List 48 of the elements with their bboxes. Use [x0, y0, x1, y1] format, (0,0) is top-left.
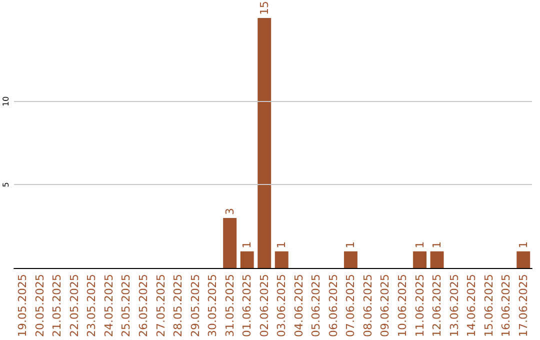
x-tick-label: 11.06.2025 [413, 274, 426, 338]
x-tick-label: 04.06.2025 [292, 274, 306, 338]
x-tick-label: 21.05.2025 [50, 274, 64, 338]
x-tick-label: 12.06.2025 [430, 274, 444, 338]
data-label: 1 [413, 241, 426, 248]
data-label: 15 [258, 1, 271, 15]
x-tick-label: 31.05.2025 [223, 274, 236, 338]
x-tick-label: 08.06.2025 [361, 274, 374, 338]
x-tick-label: 15.06.2025 [482, 274, 496, 338]
bar [274, 251, 288, 268]
data-label: 3 [223, 208, 236, 216]
x-tick-label: 13.06.2025 [448, 274, 461, 338]
data-label: 1 [516, 241, 530, 248]
x-tick-label: 29.05.2025 [188, 274, 202, 338]
data-label: 1 [275, 241, 288, 248]
data-label: 1 [240, 241, 254, 248]
bar [430, 251, 444, 268]
x-tick-label: 17.06.2025 [516, 274, 530, 338]
x-tick-label: 16.06.2025 [500, 274, 513, 338]
x-tick-label: 14.06.2025 [465, 274, 478, 338]
x-tick-label: 07.06.2025 [344, 274, 358, 338]
x-tick-label: 28.05.2025 [172, 274, 185, 338]
x-tick-label: 06.06.2025 [326, 274, 340, 338]
bar [223, 218, 237, 268]
data-label: 1 [430, 241, 444, 248]
bar [258, 18, 272, 268]
x-tick-label: 03.06.2025 [275, 274, 288, 338]
x-tick-label: 20.05.2025 [33, 274, 46, 338]
bar [240, 251, 254, 268]
x-tick-label: 27.05.2025 [154, 274, 168, 338]
x-tick-label: 24.05.2025 [102, 274, 116, 338]
bar [413, 251, 426, 268]
x-tick-label: 02.06.2025 [258, 274, 271, 338]
bar [344, 251, 358, 268]
x-tick-label: 30.05.2025 [206, 274, 220, 338]
x-tick-label: 22.05.2025 [68, 274, 81, 338]
x-tick-label: 10.06.2025 [396, 274, 409, 338]
x-tick-label: 23.05.2025 [85, 274, 98, 338]
x-tick-label: 26.05.2025 [137, 274, 150, 338]
x-tick-label: 01.06.2025 [240, 274, 254, 338]
x-tick-label: 25.05.2025 [120, 274, 133, 338]
x-tick-label: 09.06.2025 [378, 274, 392, 338]
y-tick-label: 10 [2, 96, 10, 106]
bar [516, 251, 530, 268]
x-tick-label: 05.06.2025 [310, 274, 323, 338]
data-label: 1 [344, 241, 358, 248]
x-tick-label: 19.05.2025 [16, 274, 30, 338]
y-tick-label: 5 [2, 182, 10, 188]
